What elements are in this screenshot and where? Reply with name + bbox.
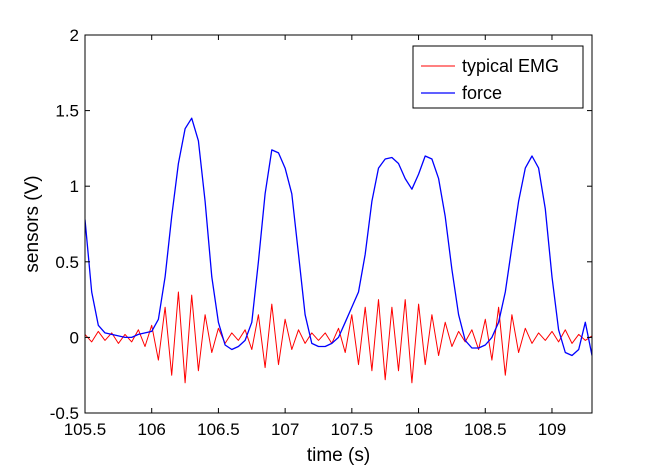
y-tick-label: 0.5 <box>55 253 79 272</box>
legend-label-emg: typical EMG <box>462 56 559 76</box>
y-tick-label: 1 <box>70 177 79 196</box>
x-tick-label: 105.5 <box>64 420 107 439</box>
x-axis-label: time (s) <box>307 445 370 466</box>
x-tick-label: 107 <box>271 420 299 439</box>
y-tick-label: -0.5 <box>50 404 79 423</box>
legend-label-force: force <box>462 83 502 103</box>
x-tick-label: 106.5 <box>197 420 240 439</box>
ticks-layer: 105.5 106 106.5 107 107.5 108 108.5 109 -0.5 0 0.5… <box>50 26 592 439</box>
x-tick-label: 108 <box>404 420 432 439</box>
x-tick-label: 108.5 <box>464 420 507 439</box>
y-tick-label: 0 <box>70 328 79 347</box>
x-tick-label: 109 <box>538 420 566 439</box>
series-line-emg <box>85 291 592 384</box>
y-tick-label: 2 <box>70 26 79 45</box>
series-line-force <box>85 117 592 357</box>
legend-box <box>412 45 584 109</box>
y-tick-label: 1.5 <box>55 102 79 121</box>
y-axis-label: sensors (V) <box>22 175 43 272</box>
series-layer <box>85 117 592 384</box>
plot-frame <box>84 34 593 414</box>
legend: typical EMG force <box>412 45 584 109</box>
x-tick-label: 106 <box>138 420 166 439</box>
x-tick-label: 107.5 <box>331 420 374 439</box>
